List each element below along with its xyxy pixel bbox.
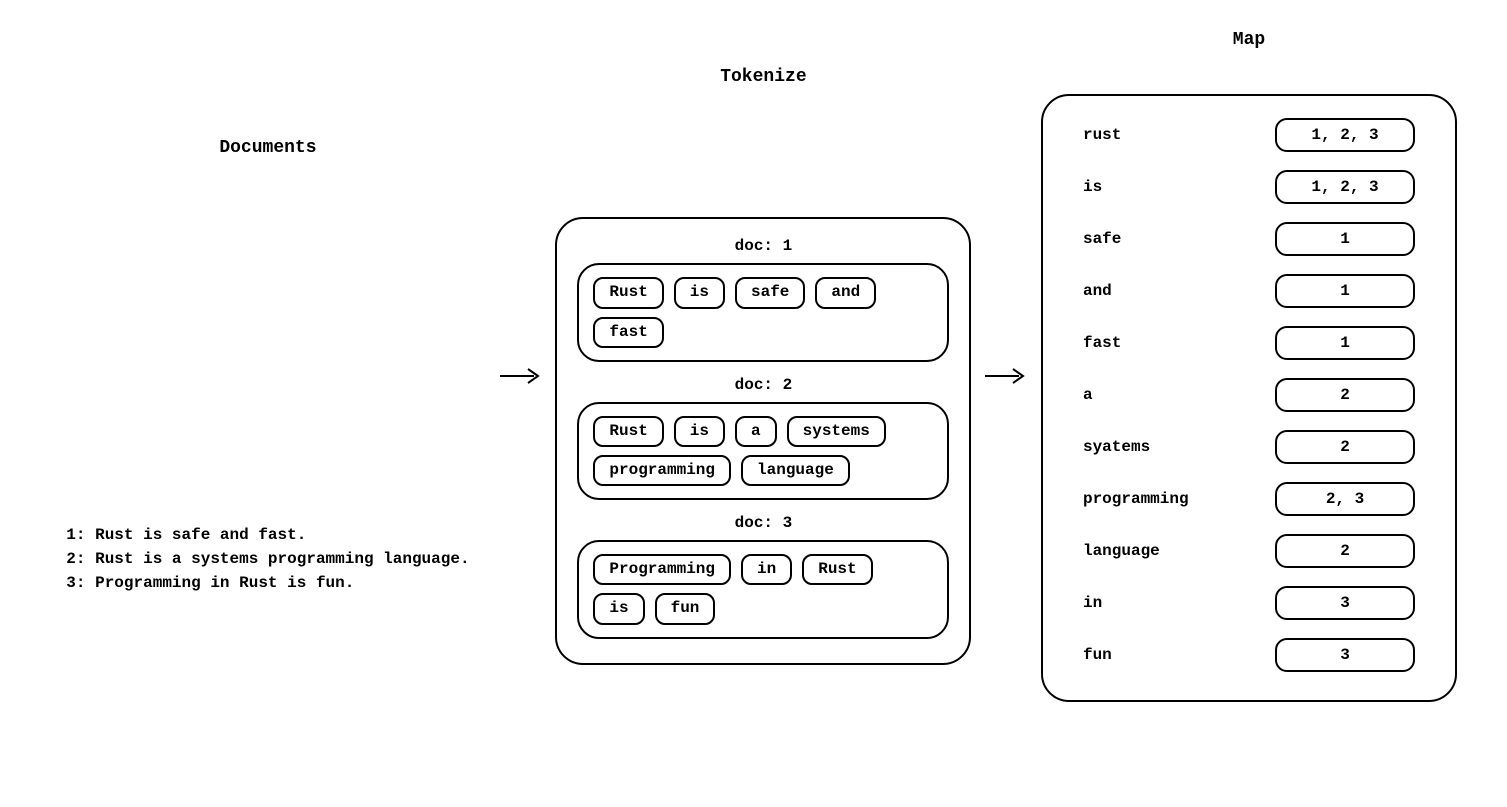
tokenize-heading: Tokenize	[720, 67, 806, 87]
map-value: 1, 2, 3	[1275, 118, 1415, 152]
token: is	[674, 416, 725, 447]
map-row: rust 1, 2, 3	[1083, 118, 1415, 152]
map-row: and 1	[1083, 274, 1415, 308]
doc-label: doc: 1	[577, 237, 949, 255]
arrow-icon	[981, 346, 1031, 386]
token: a	[735, 416, 777, 447]
doc-label: doc: 3	[577, 514, 949, 532]
document-line: 3: Programming in Rust is fun.	[66, 571, 469, 595]
map-row: syatems 2	[1083, 430, 1415, 464]
doc-label: doc: 2	[577, 376, 949, 394]
token: systems	[787, 416, 886, 447]
diagram-layout: Documents 1: Rust is safe and fast. 2: R…	[50, 30, 1457, 702]
map-key: is	[1083, 178, 1102, 196]
documents-list: 1: Rust is safe and fast. 2: Rust is a s…	[66, 523, 469, 595]
token-box: Programming in Rust isfun	[577, 540, 949, 638]
map-row: language 2	[1083, 534, 1415, 568]
map-value: 3	[1275, 638, 1415, 672]
token: Rust	[802, 554, 872, 585]
token: fun	[655, 593, 716, 624]
map-key: in	[1083, 594, 1102, 612]
token: and	[815, 277, 876, 308]
map-row: safe 1	[1083, 222, 1415, 256]
map-value: 2, 3	[1275, 482, 1415, 516]
tokenize-column: Tokenize doc: 1Rustissafeandfastdoc: 2Ru…	[555, 67, 971, 664]
document-line: 2: Rust is a systems programming languag…	[66, 547, 469, 571]
doc-block: doc: 2 Rustisa systems programming language	[577, 376, 949, 500]
token: in	[741, 554, 792, 585]
doc-block: doc: 3 Programming in Rust isfun	[577, 514, 949, 638]
map-value: 2	[1275, 378, 1415, 412]
map-key: rust	[1083, 126, 1121, 144]
token: programming	[593, 455, 731, 486]
map-row: programming 2, 3	[1083, 482, 1415, 516]
map-key: safe	[1083, 230, 1121, 248]
map-key: fun	[1083, 646, 1112, 664]
map-row: a2	[1083, 378, 1415, 412]
token-box: Rustisa systems programming language	[577, 402, 949, 500]
map-column: Map rust1, 2, 3is1, 2, 3safe1and1fast1a2…	[1041, 30, 1457, 702]
document-line: 1: Rust is safe and fast.	[66, 523, 469, 547]
map-key: and	[1083, 282, 1112, 300]
token-box: Rustissafeand fast	[577, 263, 949, 361]
map-row: fun 3	[1083, 638, 1415, 672]
map-value: 2	[1275, 534, 1415, 568]
map-row: is 1, 2, 3	[1083, 170, 1415, 204]
map-key: programming	[1083, 490, 1189, 508]
map-value: 1	[1275, 274, 1415, 308]
token: Programming	[593, 554, 731, 585]
map-key: fast	[1083, 334, 1121, 352]
token: is	[674, 277, 725, 308]
map-panel: rust1, 2, 3is1, 2, 3safe1and1fast1a2syat…	[1041, 94, 1457, 702]
token: safe	[735, 277, 805, 308]
map-value: 1, 2, 3	[1275, 170, 1415, 204]
token: language	[741, 455, 850, 486]
map-value: 2	[1275, 430, 1415, 464]
map-value: 1	[1275, 326, 1415, 360]
map-heading: Map	[1233, 30, 1265, 50]
map-key: a	[1083, 386, 1093, 404]
map-key: language	[1083, 542, 1160, 560]
token: Rust	[593, 277, 663, 308]
token: fast	[593, 317, 663, 348]
map-key: syatems	[1083, 438, 1150, 456]
map-value: 3	[1275, 586, 1415, 620]
token: Rust	[593, 416, 663, 447]
token: is	[593, 593, 644, 624]
arrow-icon	[496, 346, 546, 386]
map-row: in 3	[1083, 586, 1415, 620]
tokenize-panel: doc: 1Rustissafeandfastdoc: 2Rustisasyst…	[555, 217, 971, 664]
map-value: 1	[1275, 222, 1415, 256]
documents-heading: Documents	[219, 138, 316, 158]
doc-block: doc: 1 Rustissafeand fast	[577, 237, 949, 361]
documents-column: Documents 1: Rust is safe and fast. 2: R…	[50, 138, 486, 595]
map-row: fast 1	[1083, 326, 1415, 360]
